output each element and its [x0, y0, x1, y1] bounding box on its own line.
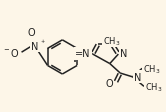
- Text: CH$_3$: CH$_3$: [145, 80, 163, 93]
- Text: N: N: [31, 41, 39, 51]
- Text: $^-$O: $^-$O: [2, 47, 20, 59]
- Text: N: N: [120, 49, 128, 59]
- Text: O: O: [27, 28, 35, 38]
- Text: CH$_3$: CH$_3$: [103, 35, 121, 47]
- Text: =N: =N: [75, 49, 91, 59]
- Text: N: N: [134, 72, 142, 82]
- Text: O: O: [105, 78, 113, 88]
- Text: CH$_3$: CH$_3$: [143, 62, 161, 75]
- Text: $^+$: $^+$: [39, 39, 45, 45]
